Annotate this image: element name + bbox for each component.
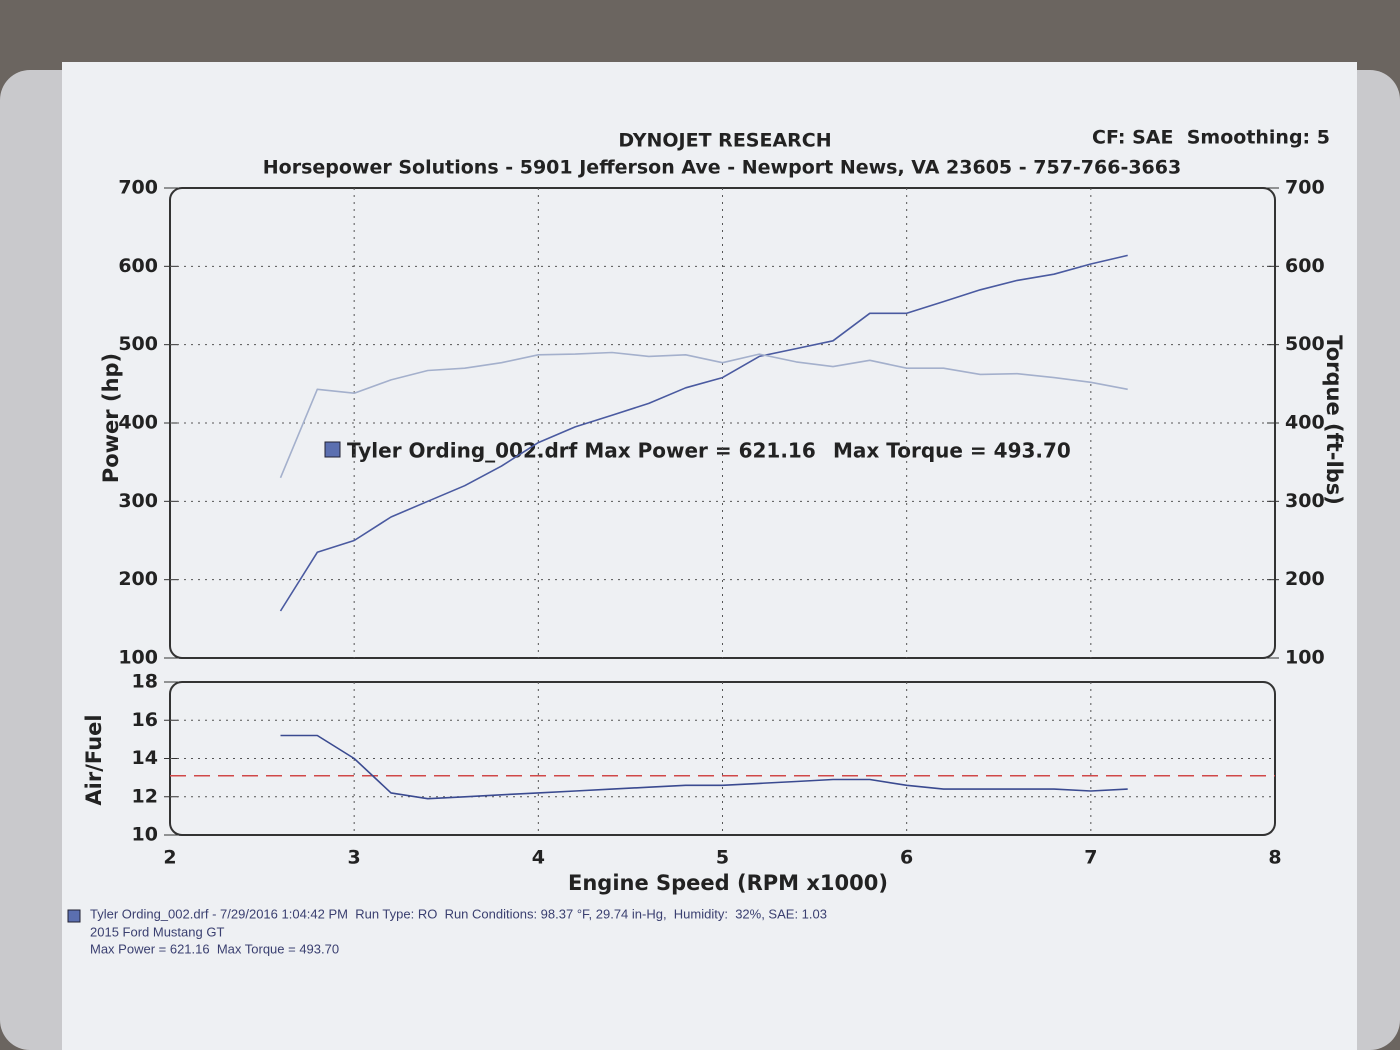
- chart-title: DYNOJET RESEARCH: [618, 130, 831, 152]
- y2-tick-label: 600: [1285, 255, 1325, 277]
- y-tick-label: 18: [132, 671, 158, 693]
- chart-subtitle: Horsepower Solutions - 5901 Jefferson Av…: [263, 157, 1181, 179]
- y-tick-label: 700: [118, 177, 158, 199]
- y-tick-label: 100: [118, 647, 158, 669]
- x-tick-label: 3: [348, 847, 361, 869]
- y2-tick-label: 500: [1285, 333, 1325, 355]
- y2-tick-label: 100: [1285, 647, 1325, 669]
- y-tick-label: 16: [132, 709, 158, 731]
- y2-tick-label: 700: [1285, 177, 1325, 199]
- y-axis-title: Air/Fuel: [82, 714, 106, 805]
- y2-tick-label: 200: [1285, 568, 1325, 590]
- annotation: Max Torque = 493.70: [833, 439, 1071, 463]
- x-tick-label: 5: [716, 847, 729, 869]
- y-tick-label: 300: [118, 490, 158, 512]
- y-tick-label: 500: [118, 333, 158, 355]
- x-tick-label: 6: [900, 847, 913, 869]
- data-line: [279, 254, 1128, 612]
- settings-label: CF: SAE Smoothing: 5: [1092, 127, 1330, 149]
- x-tick-label: 2: [163, 847, 176, 869]
- x-tick-label: 4: [532, 847, 545, 869]
- y-tick-label: 14: [132, 747, 158, 769]
- y-tick-label: 400: [118, 412, 158, 434]
- annotation: Tyler Ording_002.drf Max Power = 621.16: [347, 439, 816, 463]
- data-line: [279, 351, 1128, 479]
- x-axis-title: Engine Speed (RPM x1000): [568, 871, 888, 895]
- y-tick-label: 200: [118, 568, 158, 590]
- footer-line: 2015 Ford Mustang GT: [90, 924, 224, 939]
- y2-axis-title: Torque (ft-lbs): [1322, 335, 1346, 505]
- paper: [62, 62, 1357, 1050]
- y-axis-title: Power (hp): [99, 353, 123, 483]
- y-tick-label: 12: [132, 785, 158, 807]
- y2-tick-label: 400: [1285, 412, 1325, 434]
- y-tick-label: 600: [118, 255, 158, 277]
- y2-tick-label: 300: [1285, 490, 1325, 512]
- annotation-icon: [324, 441, 341, 458]
- x-tick-label: 7: [1084, 847, 1097, 869]
- data-line: [280, 734, 1128, 800]
- footer-icon: [67, 909, 81, 923]
- footer-line: Max Power = 621.16 Max Torque = 493.70: [90, 941, 339, 956]
- x-tick-label: 8: [1268, 847, 1281, 869]
- y-tick-label: 10: [132, 824, 158, 846]
- footer-line: Tyler Ording_002.drf - 7/29/2016 1:04:42…: [90, 906, 827, 921]
